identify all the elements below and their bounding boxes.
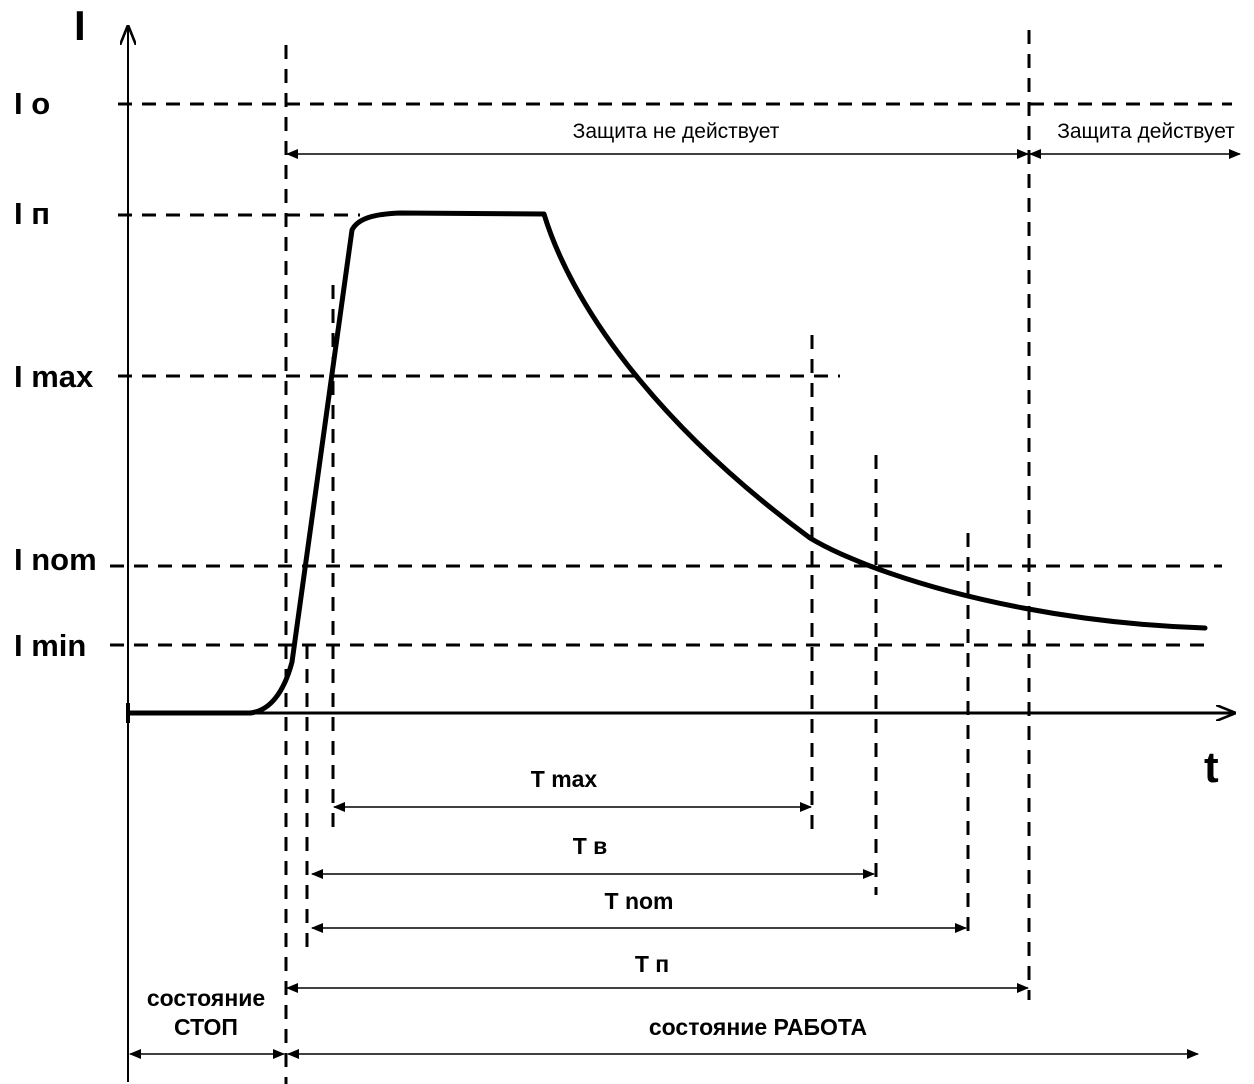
tp-label: T п (635, 951, 669, 977)
state-stop-label-line1: состояние (147, 985, 265, 1011)
state-run-label: состояние РАБОТА (649, 1014, 867, 1040)
level-inom-label: I nom (14, 542, 97, 577)
tv-label: T в (573, 833, 608, 859)
protection-inactive-label: Защита не действует (573, 120, 780, 143)
level-imin-label: I min (14, 628, 86, 663)
x-axis-label: t (1204, 743, 1219, 792)
state-stop-label-line2: СТОП (174, 1014, 238, 1040)
level-imax-label: I max (14, 359, 94, 394)
current-curve (127, 210, 1208, 716)
level-ip-label: I п (14, 196, 50, 231)
tnom-label: T nom (605, 888, 674, 914)
level-io-label: I o (14, 86, 50, 121)
tmax-label: T max (531, 766, 598, 792)
y-axis-label: I (74, 2, 86, 49)
protection-active-label: Защита действует (1057, 120, 1235, 143)
